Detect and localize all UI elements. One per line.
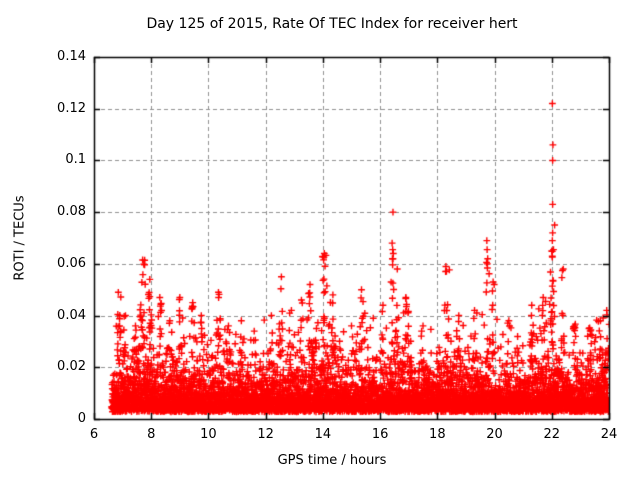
chart-title: Day 125 of 2015, Rate Of TEC Index for r… bbox=[146, 16, 518, 32]
x-tick-label: 6 bbox=[89, 427, 99, 442]
x-tick-label: 8 bbox=[147, 427, 156, 442]
x-tick-label: 22 bbox=[543, 427, 561, 442]
y-tick-label: 0.04 bbox=[57, 307, 86, 323]
x-tick-label: 20 bbox=[486, 427, 503, 442]
y-tick-label: 0.14 bbox=[57, 49, 86, 64]
y-tick-label: 0 bbox=[77, 411, 86, 426]
x-tick-label: 16 bbox=[371, 427, 389, 442]
y-tick-label: 0.12 bbox=[57, 100, 86, 116]
x-axis-label: GPS time / hours bbox=[277, 453, 387, 468]
y-tick-label: 0.02 bbox=[57, 359, 86, 375]
y-tick-label: 0.1 bbox=[65, 152, 86, 168]
x-tick-label: 10 bbox=[200, 427, 217, 442]
y-tick-label: 0.08 bbox=[57, 204, 86, 220]
x-tick-label: 14 bbox=[314, 427, 332, 442]
x-tick-label: 12 bbox=[257, 427, 274, 442]
x-tick-label: 24 bbox=[600, 427, 618, 442]
x-tick-label: 18 bbox=[429, 427, 446, 442]
y-tick-label: 0.06 bbox=[57, 255, 86, 271]
